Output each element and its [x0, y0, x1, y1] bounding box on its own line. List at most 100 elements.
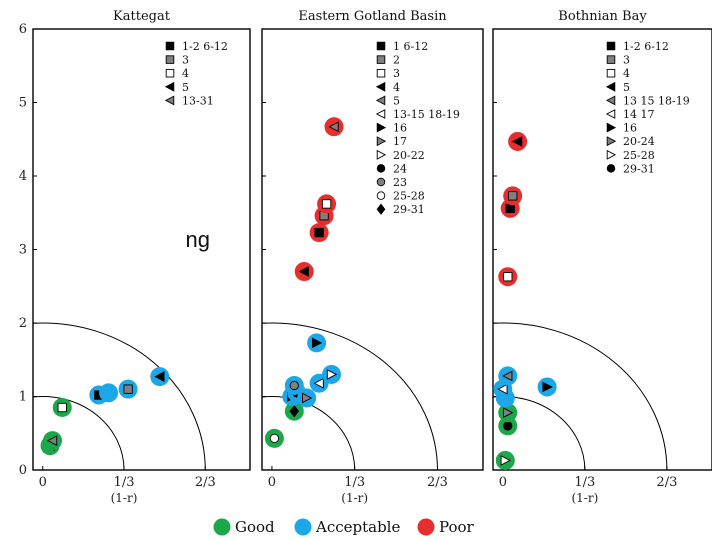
reference-arc	[261, 396, 356, 471]
legend-entry-label: 13-31	[182, 94, 214, 107]
legend-marker	[376, 136, 387, 147]
data-point-marker	[311, 337, 323, 349]
reference-arc	[492, 322, 668, 471]
legend-entry-label: 5	[623, 81, 630, 94]
x-tick-label: 1/3	[344, 475, 365, 490]
x-tick-label: 0	[39, 475, 47, 490]
legend-marker	[376, 68, 386, 78]
legend-marker	[376, 149, 387, 160]
data-point-marker	[505, 203, 515, 213]
legend-marker	[376, 164, 386, 173]
legend-marker	[375, 81, 386, 92]
data-point-acceptable	[99, 383, 119, 403]
y-tick-label: 6	[19, 22, 27, 37]
legend-marker	[164, 95, 175, 106]
data-point-marker	[314, 227, 324, 238]
legend-entry-label: 3	[623, 54, 630, 67]
legend-marker	[375, 95, 386, 106]
y-tick-label: 0	[19, 463, 27, 478]
data-point-marker	[154, 371, 165, 383]
legend-marker	[606, 149, 617, 160]
legend-marker	[376, 55, 386, 64]
x-tick-label: 2/3	[195, 475, 216, 490]
x-tick-label: 0	[499, 475, 507, 490]
legend-marker	[606, 68, 616, 78]
rating-legend-label: Poor	[439, 518, 475, 536]
x-axis-label: (1-r)	[111, 491, 138, 505]
data-point-marker	[269, 433, 280, 444]
legend-marker	[605, 109, 616, 119]
legend-marker	[376, 191, 386, 200]
y-tick-label: 2	[19, 316, 27, 331]
y-tick-label: 5	[19, 96, 27, 111]
legend-marker	[165, 41, 175, 51]
legend-entry-label: 2	[393, 54, 400, 67]
x-axis-label: (1-r)	[571, 491, 598, 505]
y-tick-label: 1	[19, 390, 27, 405]
legend-marker	[376, 122, 387, 133]
data-point-marker	[503, 407, 514, 419]
data-point-marker	[542, 381, 553, 393]
legend-entry-label: 3	[182, 54, 189, 67]
x-tick-label: 1/3	[114, 475, 135, 490]
reference-arc	[32, 322, 206, 471]
data-point-marker	[321, 199, 332, 209]
legend-marker	[165, 68, 175, 78]
legend-entry-label: 1-2 6-12	[182, 40, 228, 53]
legend-entry-label: 25-28	[393, 190, 425, 203]
rating-legend-swatch	[417, 518, 435, 536]
legend-marker	[605, 95, 616, 106]
data-point-marker	[289, 405, 300, 418]
panel-title: Eastern Gotland Basin	[298, 9, 447, 24]
x-axis-label: (1-r)	[341, 491, 368, 505]
legend-marker	[606, 122, 617, 133]
reference-arc	[261, 322, 438, 471]
data-point-marker	[289, 380, 299, 391]
legend-entry-label: 17	[393, 135, 407, 148]
legend-entry-label: 5	[182, 81, 189, 94]
legend-entry-label: 20-22	[393, 149, 425, 162]
reference-arc	[32, 396, 125, 471]
legend-entry-label: 1-2 6-12	[623, 40, 669, 53]
legend-entry-label: 25-28	[623, 149, 655, 162]
legend-marker	[606, 55, 616, 64]
data-point-marker	[123, 384, 133, 394]
overlay-text-fragment: ng	[186, 227, 210, 252]
legend-marker	[606, 136, 617, 147]
legend-marker	[165, 55, 175, 64]
x-tick-label: 1/3	[574, 475, 595, 490]
legend-marker	[376, 41, 386, 51]
x-tick-label: 2/3	[656, 475, 677, 490]
legend-marker	[376, 203, 386, 215]
x-tick-label: 0	[268, 475, 276, 490]
rating-legend-swatch	[213, 518, 231, 536]
rating-legend: Good Acceptable Poor	[213, 518, 475, 536]
legend-entry-label: 20-24	[623, 135, 655, 148]
legend-entry-label: 1 6-12	[393, 40, 428, 53]
legend-entry-label: 23	[393, 176, 407, 189]
legend-entry-label: 16	[623, 122, 637, 135]
legend-marker	[606, 41, 616, 51]
data-point-marker	[313, 377, 324, 389]
legend-entry-label: 13-15 18-19	[393, 108, 460, 121]
data-point-marker	[326, 369, 338, 380]
legend-entry-label: 13 15 18-19	[623, 94, 690, 107]
legend-entry-label: 16	[393, 122, 407, 135]
y-tick-label: 4	[19, 169, 27, 184]
legend-entry-label: 4	[623, 67, 630, 80]
data-point-marker	[298, 266, 309, 277]
legend-marker	[375, 109, 386, 119]
data-point-marker	[302, 392, 313, 404]
data-point-marker	[500, 455, 511, 466]
legend-entry-label: 29-31	[393, 203, 425, 216]
legend-marker	[605, 81, 616, 92]
legend-entry-label: 3	[393, 67, 400, 80]
data-point-marker	[46, 435, 58, 446]
data-point-marker	[503, 421, 513, 431]
data-point-marker	[502, 370, 513, 382]
legend-entry-label: 4	[182, 67, 189, 80]
